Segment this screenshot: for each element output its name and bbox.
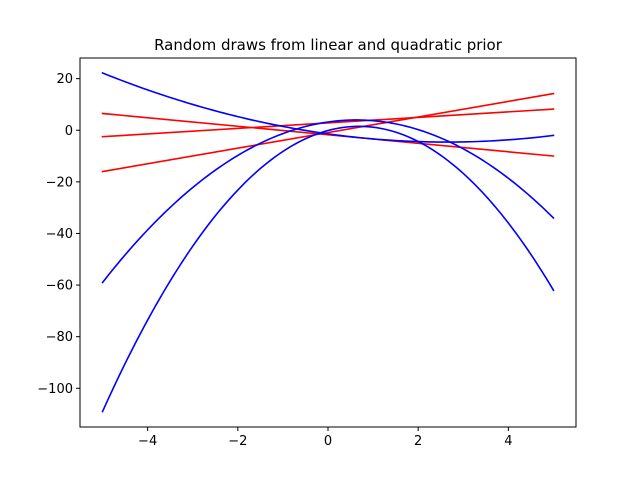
x-tick-label: −2 xyxy=(228,434,247,449)
x-tick-label: −4 xyxy=(138,434,157,449)
series-line-6 xyxy=(101,125,555,413)
y-tick-label: −20 xyxy=(46,175,73,190)
x-axis: −4 −2 0 2 4 xyxy=(138,427,513,449)
y-tick-label: −40 xyxy=(46,227,73,242)
y-axis: 20 0 −20 −40 −60 −80 −100 xyxy=(37,72,80,397)
x-tick-label: 4 xyxy=(504,434,512,449)
series-line-1 xyxy=(101,108,555,138)
y-tick-label: −100 xyxy=(37,382,73,397)
series-line-2 xyxy=(101,112,555,157)
series-line-5 xyxy=(101,119,555,284)
y-tick-label: 20 xyxy=(56,72,73,87)
x-tick-label: 0 xyxy=(324,434,332,449)
x-tick-label: 2 xyxy=(414,434,422,449)
y-tick-label: −60 xyxy=(46,279,73,294)
y-tick-label: 0 xyxy=(65,124,73,139)
series-line-4 xyxy=(101,71,555,143)
series-layer xyxy=(101,71,555,413)
chart-title: Random draws from linear and quadratic p… xyxy=(154,36,503,54)
series-line-3 xyxy=(101,92,555,173)
y-tick-label: −80 xyxy=(46,330,73,345)
